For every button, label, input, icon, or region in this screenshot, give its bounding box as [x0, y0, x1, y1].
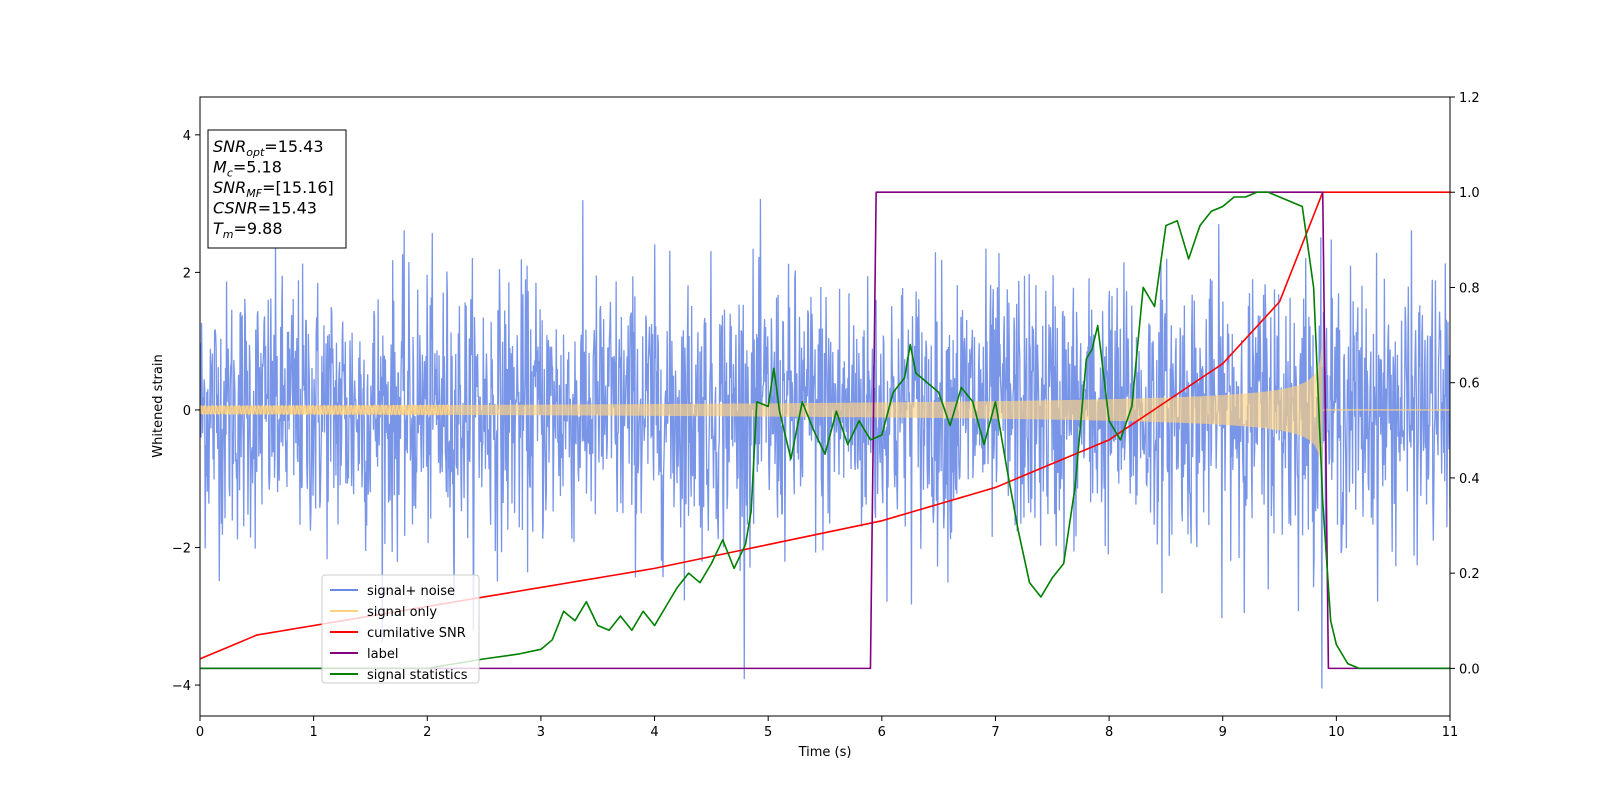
legend-label: signal+ noise — [367, 584, 455, 599]
x-tick-label: 3 — [537, 725, 545, 740]
legend-label: signal only — [367, 605, 437, 620]
stat-line: SNRopt=15.43 — [213, 137, 324, 159]
stats-box: SNRopt=15.43Mc=5.18SNRMF=[15.16]CSNR=15.… — [207, 129, 347, 249]
y-right-tick-label: 0.0 — [1459, 662, 1480, 677]
plot-area — [200, 191, 1450, 689]
legend: signal+ noise signal only cumilative SNR la… — [321, 574, 480, 684]
x-axis-label: Time (s) — [798, 745, 852, 760]
y-tick-label: −2 — [172, 541, 191, 556]
axis-ticks: 0 1 2 3 4 5 6 7 8 9 10 11 4 2 0 −2 −4 0.0 0.2 0.4 0.6 0.8 1.0 1… — [172, 91, 1480, 740]
stat-line: CSNR=15.43 — [213, 199, 317, 218]
series-signal-statistics — [200, 191, 1450, 670]
x-tick-label: 0 — [196, 725, 204, 740]
x-tick-label: 6 — [878, 725, 886, 740]
stat-line: SNRMF=[15.16] — [213, 178, 334, 200]
y-right-tick-label: 0.2 — [1459, 567, 1480, 582]
y-right-tick-label: 1.0 — [1459, 186, 1480, 201]
stat-line: Mc=5.18 — [213, 158, 282, 180]
series-signal-only-wave — [200, 404, 451, 416]
x-tick-label: 1 — [309, 725, 317, 740]
y-right-tick-label: 1.2 — [1459, 91, 1480, 106]
x-tick-label: 5 — [764, 725, 772, 740]
stat-line: Tm=9.88 — [213, 219, 283, 241]
y-right-tick-label: 0.4 — [1459, 472, 1480, 487]
plot-frame — [199, 96, 1451, 717]
legend-label: signal statistics — [367, 668, 468, 683]
x-tick-label: 9 — [1219, 725, 1227, 740]
y-tick-label: 2 — [183, 266, 191, 281]
y-tick-label: −4 — [172, 679, 191, 694]
x-tick-label: 11 — [1442, 725, 1459, 740]
y-right-tick-label: 0.8 — [1459, 281, 1480, 296]
legend-label: cumilative SNR — [367, 626, 466, 641]
y-axis-label: Whitened strain — [151, 354, 166, 457]
x-tick-label: 4 — [650, 725, 658, 740]
y-tick-label: 4 — [183, 129, 191, 144]
series-label — [200, 191, 1450, 670]
x-tick-label: 7 — [991, 725, 999, 740]
series-signal-only — [200, 327, 1323, 493]
y-tick-label: 0 — [183, 404, 191, 419]
x-tick-label: 8 — [1105, 725, 1113, 740]
legend-label: label — [367, 647, 398, 662]
y-right-tick-label: 0.6 — [1459, 377, 1480, 392]
x-tick-label: 2 — [423, 725, 431, 740]
x-tick-label: 10 — [1328, 725, 1345, 740]
